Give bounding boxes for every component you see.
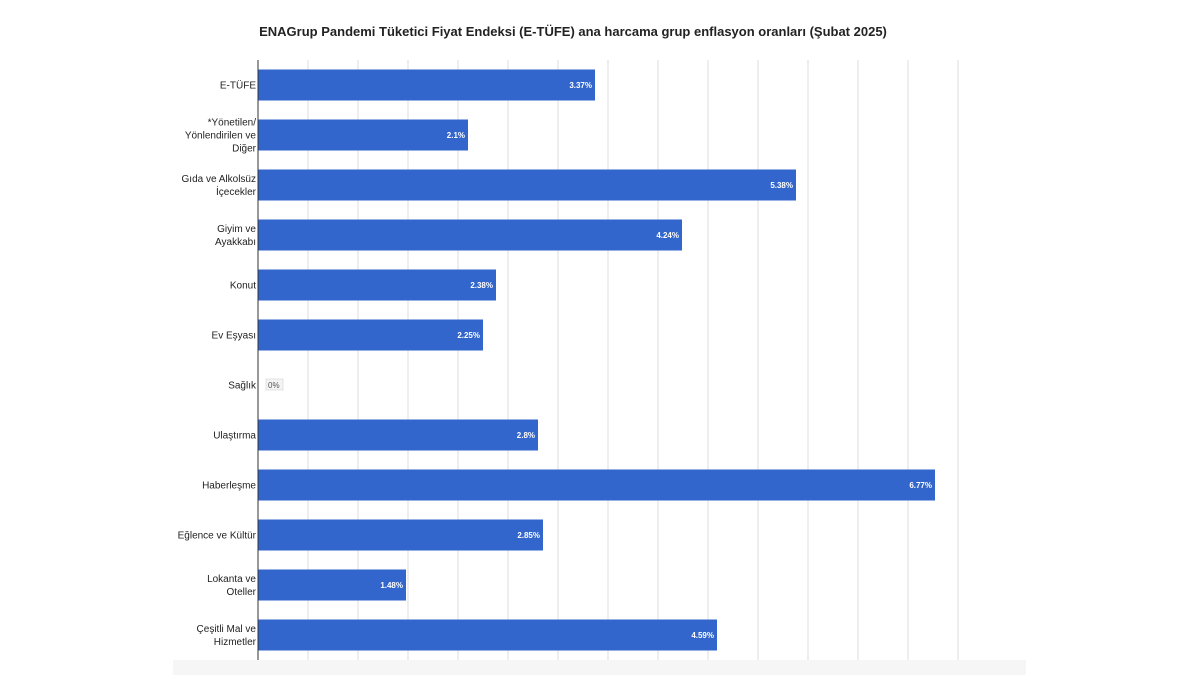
bar (258, 469, 935, 501)
category-label: Gıda ve Alkolsüz İçecekler (182, 174, 257, 198)
bar (258, 69, 595, 101)
bar (258, 169, 796, 201)
bar (258, 419, 538, 451)
bar-value-label: 0% (268, 381, 280, 390)
bar-value-label: 4.24% (656, 231, 679, 240)
bar-value-label: 4.59% (691, 631, 714, 640)
bar-value-label: 1.48% (380, 581, 403, 590)
chart-footer-strip (173, 660, 1026, 675)
bar (258, 219, 682, 251)
bar (258, 619, 717, 651)
bar-value-label: 2.38% (470, 281, 493, 290)
gridlines (307, 60, 959, 660)
bars: 3.37% 2.1% 5.38% 4.24% 2.38% 2.25% 0% 2.8% 6.77%… (258, 69, 935, 651)
zero-label-box (265, 378, 284, 391)
category-labels: E-TÜFE *Yönetilen/Yönlendirilen ve Diğer Gı… (178, 80, 257, 649)
bar (258, 119, 468, 151)
bar-value-label: 2.25% (457, 331, 480, 340)
category-label: Eğlence ve Kültür (178, 531, 257, 542)
bar-value-label: 2.8% (517, 431, 535, 440)
category-label: E-TÜFE (220, 80, 256, 92)
category-label: Konut (230, 281, 256, 292)
bar-value-label: 5.38% (770, 181, 793, 190)
category-label: Giyim ve Ayakkabı (215, 224, 256, 248)
bar-value-label: 6.77% (909, 481, 932, 490)
bar-value-label: 3.37% (569, 81, 592, 90)
chart-title: ENAGrup Pandemi Tüketici Fiyat Endeksi (… (259, 24, 887, 39)
category-label: *Yönetilen/Yönlendirilen ve Diğer (185, 118, 257, 155)
category-label: Ev Eşyası (212, 331, 256, 342)
category-label: Haberleşme (202, 481, 256, 492)
bar-value-label: 2.1% (447, 131, 465, 140)
category-label: Sağlık (228, 381, 257, 392)
bar (258, 519, 543, 551)
bar (258, 319, 483, 351)
category-label: Ulaştırma (213, 431, 256, 442)
category-label: Lokanta ve Oteller (207, 574, 257, 598)
bar (258, 569, 406, 601)
bar (258, 269, 496, 301)
category-label: Çeşitli Mal ve Hizmetler (197, 624, 257, 648)
bar-value-label: 2.85% (517, 531, 540, 540)
